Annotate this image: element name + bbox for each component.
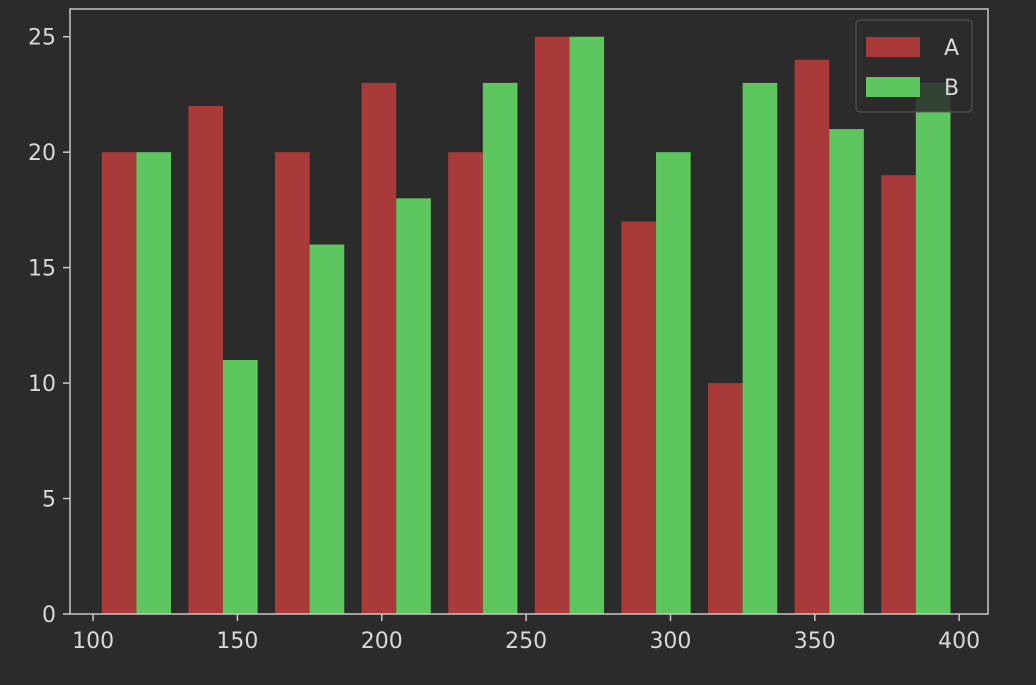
bar-b-175 [309,244,345,614]
x-tick-label: 400 [938,629,980,654]
x-tick-label: 150 [216,629,258,654]
x-tick-label: 350 [794,629,836,654]
x-tick-label: 100 [72,629,114,654]
bar-a-205 [361,82,397,614]
y-axis: 0 5 10 15 20 25 [28,26,70,628]
bars-layer [101,36,951,615]
y-tick-label: 10 [28,372,56,397]
legend-label-a: A [944,36,959,61]
bar-b-325 [742,82,778,614]
legend-label-b: B [944,76,959,101]
y-tick-label: 0 [42,603,56,628]
bar-b-145 [223,359,258,614]
bar-a-385 [881,175,916,615]
y-tick-label: 20 [28,141,56,166]
x-tick-label: 200 [361,629,403,654]
plot-frame [69,8,989,615]
bar-b-265 [569,36,605,615]
x-tick-label: 300 [649,629,691,654]
bar-a-115 [101,152,137,614]
series-a [101,36,916,615]
bar-a-265 [534,36,570,615]
bar-b-295 [656,152,691,614]
y-tick-label: 15 [28,257,56,282]
series-b [136,36,951,615]
legend-swatch-a [866,37,920,57]
y-tick-label: 25 [28,26,56,51]
bar-b-355 [829,129,864,614]
x-tick-label: 250 [505,629,547,654]
legend: AB [855,19,973,113]
bar-a-145 [188,105,223,614]
bar-a-175 [274,152,310,614]
legend-swatch-b [866,77,920,97]
bar-a-355 [794,59,830,615]
bar-b-385 [915,82,951,614]
bar-a-235 [448,152,483,614]
bar-b-205 [396,198,431,615]
bar-a-295 [621,221,657,614]
bar-b-115 [136,152,172,614]
y-tick-label: 5 [42,488,56,513]
x-axis: 100 150 200 250 300 350 400 [72,614,980,654]
bar-b-235 [482,82,518,614]
bar-a-325 [707,383,743,614]
